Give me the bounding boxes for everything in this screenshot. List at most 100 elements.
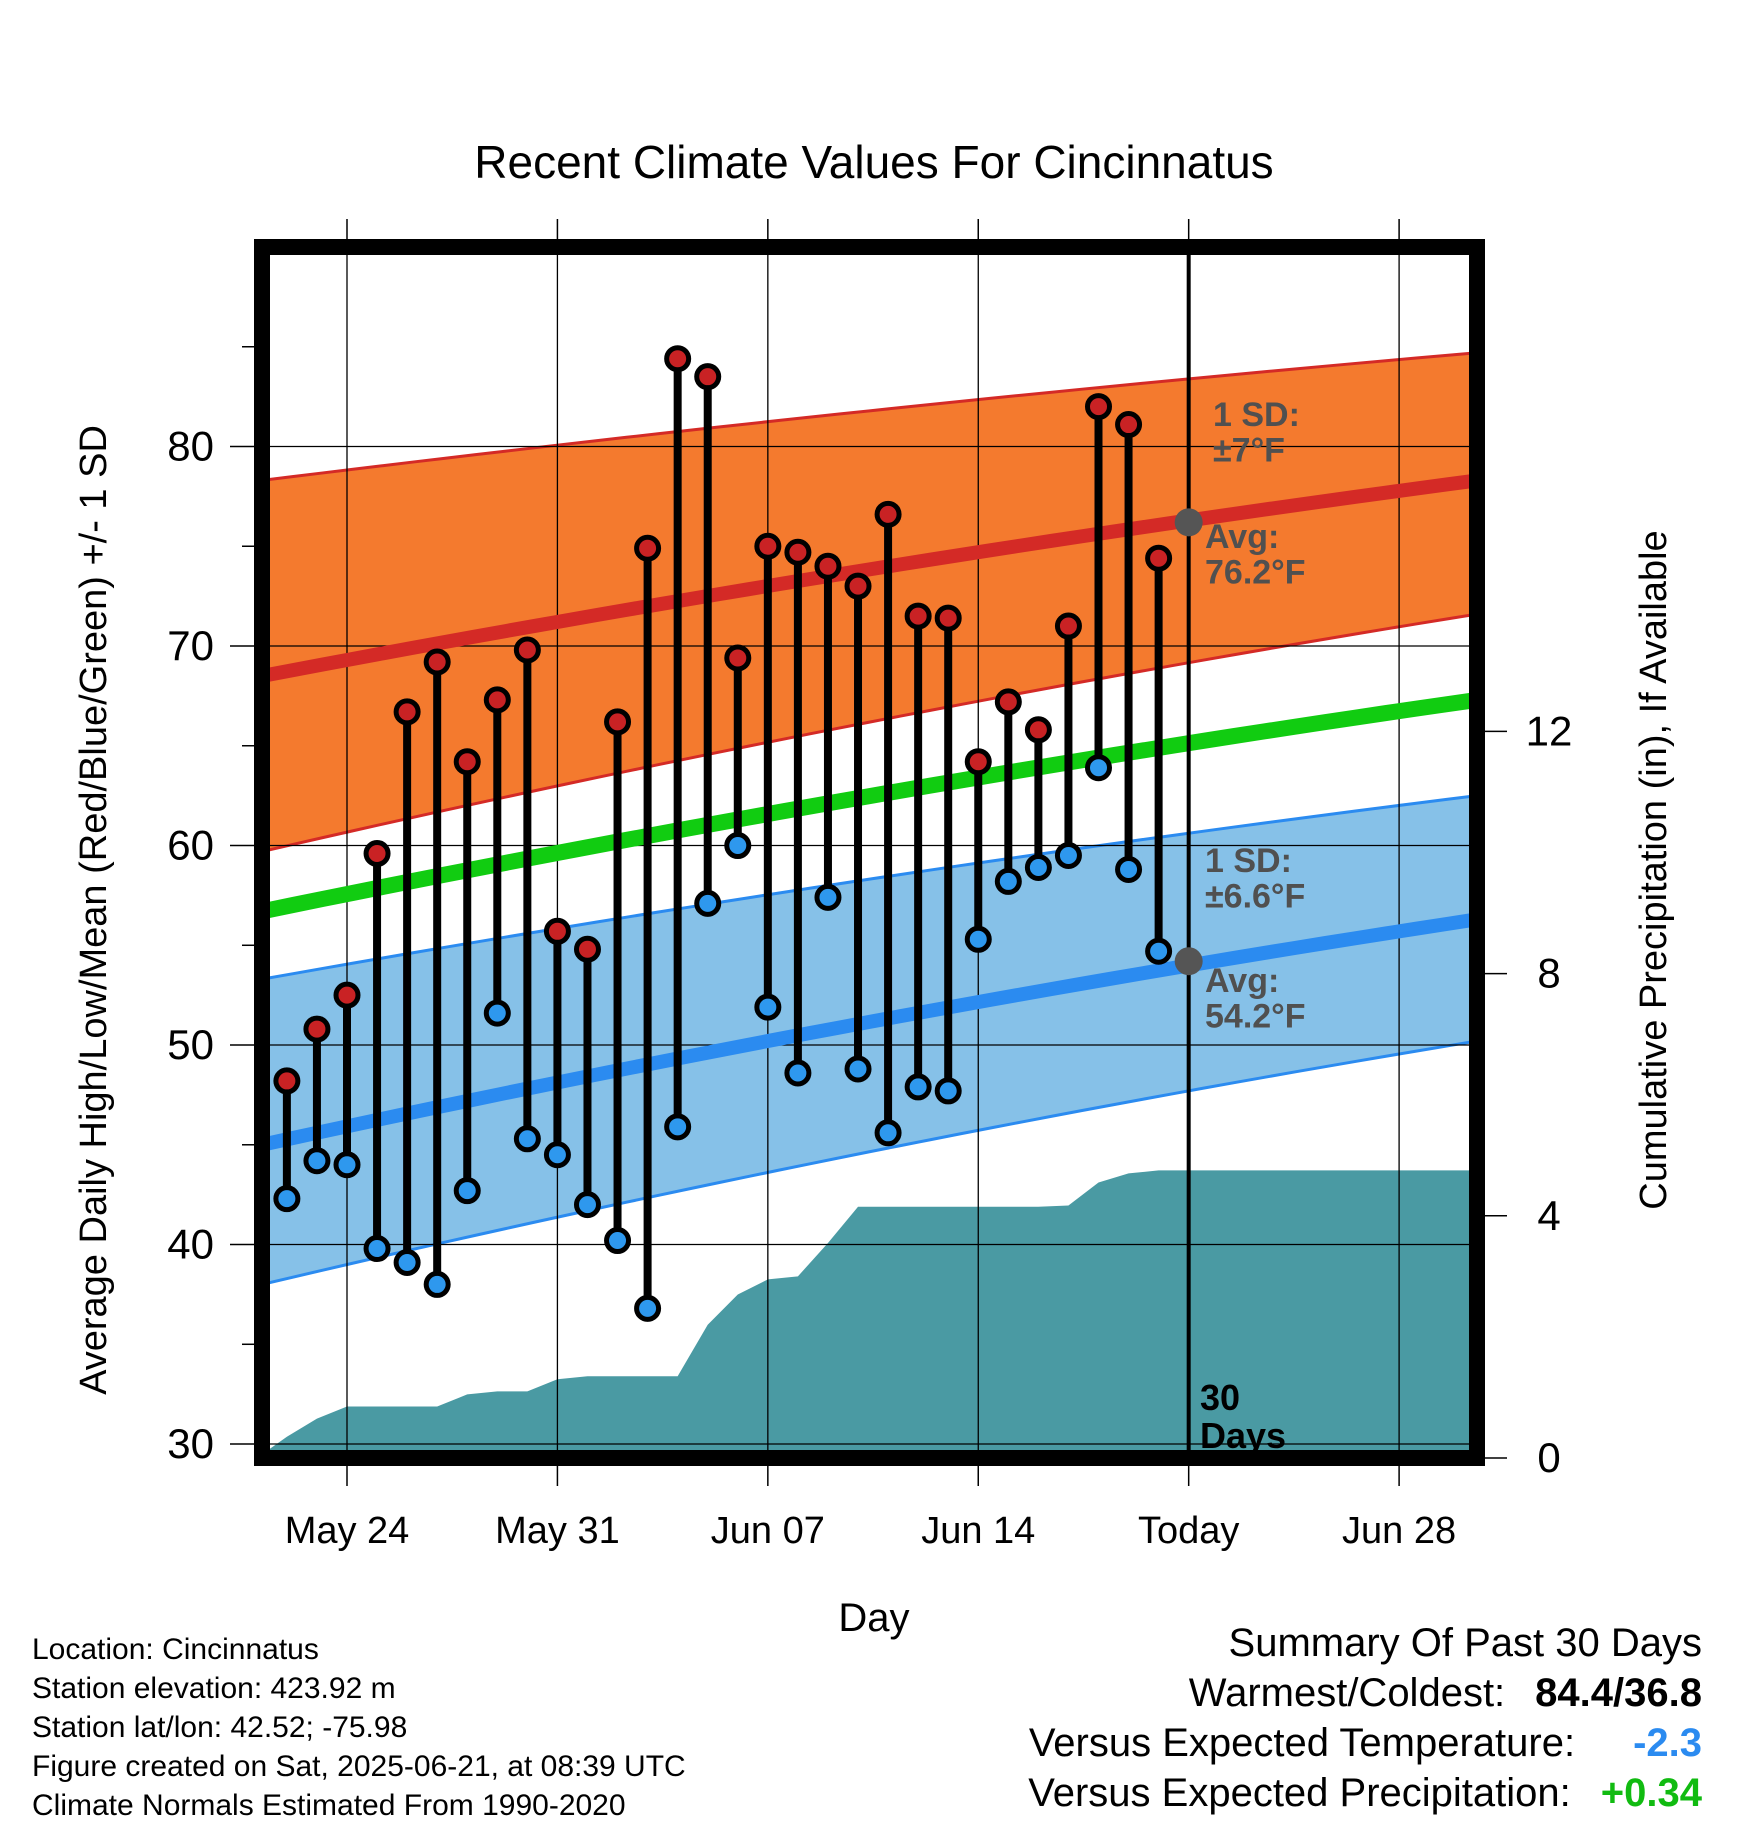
daily-high-point bbox=[513, 636, 541, 664]
daily-high-point bbox=[724, 644, 752, 672]
low-avg-annotation-line: 54.2°F bbox=[1205, 998, 1306, 1036]
daily-high-point bbox=[1024, 716, 1052, 744]
daily-high-point bbox=[423, 648, 451, 676]
daily-low-point bbox=[543, 1141, 571, 1169]
high-sd-annotation-line: ±7°F bbox=[1213, 432, 1285, 470]
daily-low-point bbox=[994, 867, 1022, 895]
daily-low-point bbox=[1145, 937, 1173, 965]
daily-high-point bbox=[573, 935, 601, 963]
daily-low-point bbox=[1085, 754, 1112, 782]
y-axis-left-label: Average Daily High/Low/Mean (Red/Blue/Gr… bbox=[73, 425, 115, 1395]
daily-low-point bbox=[1115, 855, 1143, 883]
daily-high-point bbox=[814, 552, 842, 580]
high-avg-annotation-line: 76.2°F bbox=[1205, 554, 1306, 592]
daily-high-point bbox=[904, 602, 932, 630]
daily-low-point bbox=[573, 1191, 601, 1219]
daily-low-point bbox=[634, 1294, 662, 1322]
summary-warm-cold: Warmest/Coldest: 84.4/36.8 bbox=[1028, 1668, 1702, 1718]
daily-low-point bbox=[874, 1119, 902, 1147]
today-low-avg-point bbox=[1174, 947, 1203, 976]
high-avg-annotation-line: Avg: bbox=[1205, 518, 1279, 556]
daily-low-point bbox=[1054, 841, 1082, 869]
daily-high-point bbox=[363, 839, 391, 867]
daily-low-point bbox=[784, 1059, 812, 1087]
daily-low-point bbox=[1024, 853, 1052, 881]
warm-cold-label: Warmest/Coldest: bbox=[1188, 1671, 1506, 1715]
x-tick-label: May 24 bbox=[285, 1510, 410, 1552]
daily-high-point bbox=[483, 686, 511, 714]
daily-high-point bbox=[754, 532, 782, 560]
days-window-annotation-line: 30 bbox=[1200, 1377, 1240, 1418]
daily-low-point bbox=[453, 1177, 481, 1205]
daily-high-point bbox=[664, 345, 692, 373]
daily-high-point bbox=[1115, 411, 1143, 439]
high-sd-annotation: 1 SD: ±7°F bbox=[1213, 396, 1300, 470]
x-tick-label: Jun 14 bbox=[921, 1510, 1035, 1552]
y-right-tick-label: 0 bbox=[1537, 1434, 1560, 1481]
daily-high-point bbox=[303, 1015, 331, 1043]
days-window-annotation-line: Days bbox=[1200, 1415, 1286, 1456]
y-left-tick-label: 30 bbox=[167, 1420, 214, 1467]
daily-low-point bbox=[513, 1125, 541, 1153]
station-info: Location: Cincinnatus Station elevation:… bbox=[32, 1630, 686, 1825]
daily-low-point bbox=[423, 1270, 451, 1298]
summary-temp: Versus Expected Temperature: -2.3 bbox=[1028, 1718, 1702, 1768]
daily-high-point bbox=[844, 572, 872, 600]
low-avg-annotation: Avg: 54.2°F bbox=[1205, 962, 1306, 1036]
daily-low-point bbox=[724, 832, 752, 860]
y-right-tick-label: 12 bbox=[1526, 707, 1573, 754]
low-avg-annotation-line: Avg: bbox=[1205, 962, 1279, 1000]
daily-high-point bbox=[964, 748, 992, 776]
low-sd-annotation-line: 1 SD: bbox=[1205, 842, 1292, 880]
figure-created: Figure created on Sat, 2025-06-21, at 08… bbox=[32, 1750, 686, 1783]
daily-low-point bbox=[904, 1073, 932, 1101]
low-sd-lower-line bbox=[262, 1039, 1477, 1286]
warm-cold-value: 84.4/36.8 bbox=[1535, 1671, 1702, 1715]
temp-label: Versus Expected Temperature: bbox=[1028, 1721, 1576, 1765]
x-tick-label: Today bbox=[1138, 1510, 1239, 1552]
daily-low-point bbox=[934, 1077, 962, 1105]
daily-low-point bbox=[604, 1227, 632, 1255]
daily-high-point bbox=[393, 698, 421, 726]
daily-low-point bbox=[814, 883, 842, 911]
daily-high-point bbox=[994, 688, 1022, 716]
daily-low-point bbox=[363, 1235, 391, 1263]
daily-low-point bbox=[333, 1151, 361, 1179]
precip-value: +0.34 bbox=[1600, 1771, 1702, 1815]
y-left-tick-label: 60 bbox=[167, 822, 214, 869]
daily-low-point bbox=[273, 1185, 301, 1213]
summary-heading: Summary Of Past 30 Days bbox=[1228, 1621, 1702, 1665]
daily-high-point bbox=[934, 604, 962, 632]
daily-low-point bbox=[664, 1113, 692, 1141]
low-sd-annotation-line: ±6.6°F bbox=[1205, 878, 1305, 916]
daily-high-point bbox=[604, 708, 632, 736]
high-sd-annotation-line: 1 SD: bbox=[1213, 396, 1300, 434]
y-left-tick-label: 50 bbox=[167, 1021, 214, 1068]
x-tick-label: May 31 bbox=[495, 1510, 620, 1552]
daily-high-point bbox=[1085, 393, 1112, 421]
y-left-tick-label: 80 bbox=[167, 423, 214, 470]
daily-low-point bbox=[483, 999, 511, 1027]
precip-area bbox=[262, 1170, 1477, 1458]
daily-high-point bbox=[874, 500, 902, 528]
daily-low-point bbox=[964, 925, 992, 953]
daily-high-point bbox=[634, 534, 662, 562]
daily-high-point bbox=[1145, 544, 1173, 572]
low-sd-annotation: 1 SD: ±6.6°F bbox=[1205, 842, 1305, 916]
y-right-tick-label: 4 bbox=[1537, 1192, 1560, 1239]
high-sd-band bbox=[262, 352, 1477, 852]
daily-high-point bbox=[543, 917, 571, 945]
daily-high-point bbox=[273, 1067, 301, 1095]
today-high-avg-point bbox=[1174, 508, 1203, 537]
y-left-tick-label: 40 bbox=[167, 1221, 214, 1268]
temp-value: -2.3 bbox=[1633, 1721, 1702, 1765]
daily-high-point bbox=[694, 363, 722, 391]
station-latlon: Station lat/lon: 42.52; -75.98 bbox=[32, 1711, 408, 1744]
y-left-tick-label: 70 bbox=[167, 622, 214, 669]
station-elevation: Station elevation: 423.92 m bbox=[32, 1672, 396, 1705]
daily-high-point bbox=[333, 981, 361, 1009]
summary-panel: Summary Of Past 30 Days Warmest/Coldest:… bbox=[1028, 1618, 1702, 1818]
station-location: Location: Cincinnatus bbox=[32, 1633, 319, 1666]
